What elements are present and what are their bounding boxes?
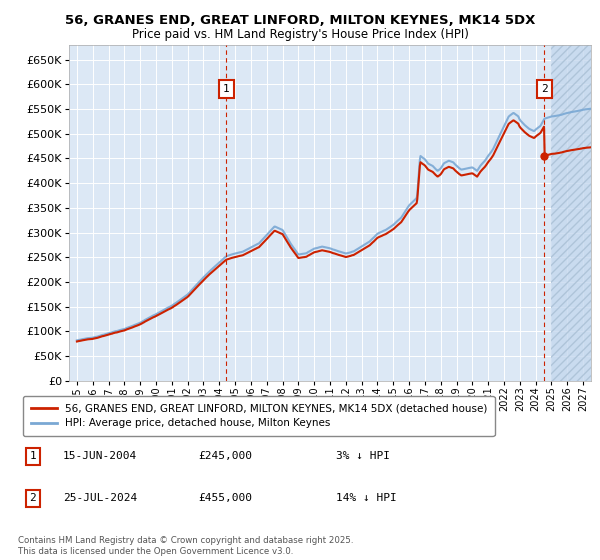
Text: 1: 1 bbox=[223, 84, 230, 94]
Text: £245,000: £245,000 bbox=[198, 451, 252, 461]
Legend: 56, GRANES END, GREAT LINFORD, MILTON KEYNES, MK14 5DX (detached house), HPI: Av: 56, GRANES END, GREAT LINFORD, MILTON KE… bbox=[23, 396, 494, 436]
Text: £455,000: £455,000 bbox=[198, 493, 252, 503]
Text: 14% ↓ HPI: 14% ↓ HPI bbox=[336, 493, 397, 503]
Text: 15-JUN-2004: 15-JUN-2004 bbox=[63, 451, 137, 461]
Text: 2: 2 bbox=[541, 84, 548, 94]
Text: 25-JUL-2024: 25-JUL-2024 bbox=[63, 493, 137, 503]
Text: 56, GRANES END, GREAT LINFORD, MILTON KEYNES, MK14 5DX: 56, GRANES END, GREAT LINFORD, MILTON KE… bbox=[65, 14, 535, 27]
Text: 3% ↓ HPI: 3% ↓ HPI bbox=[336, 451, 390, 461]
Bar bbox=[551, 45, 591, 381]
Text: 1: 1 bbox=[29, 451, 37, 461]
Text: Price paid vs. HM Land Registry's House Price Index (HPI): Price paid vs. HM Land Registry's House … bbox=[131, 28, 469, 41]
Text: 2: 2 bbox=[29, 493, 37, 503]
Text: Contains HM Land Registry data © Crown copyright and database right 2025.
This d: Contains HM Land Registry data © Crown c… bbox=[18, 536, 353, 556]
